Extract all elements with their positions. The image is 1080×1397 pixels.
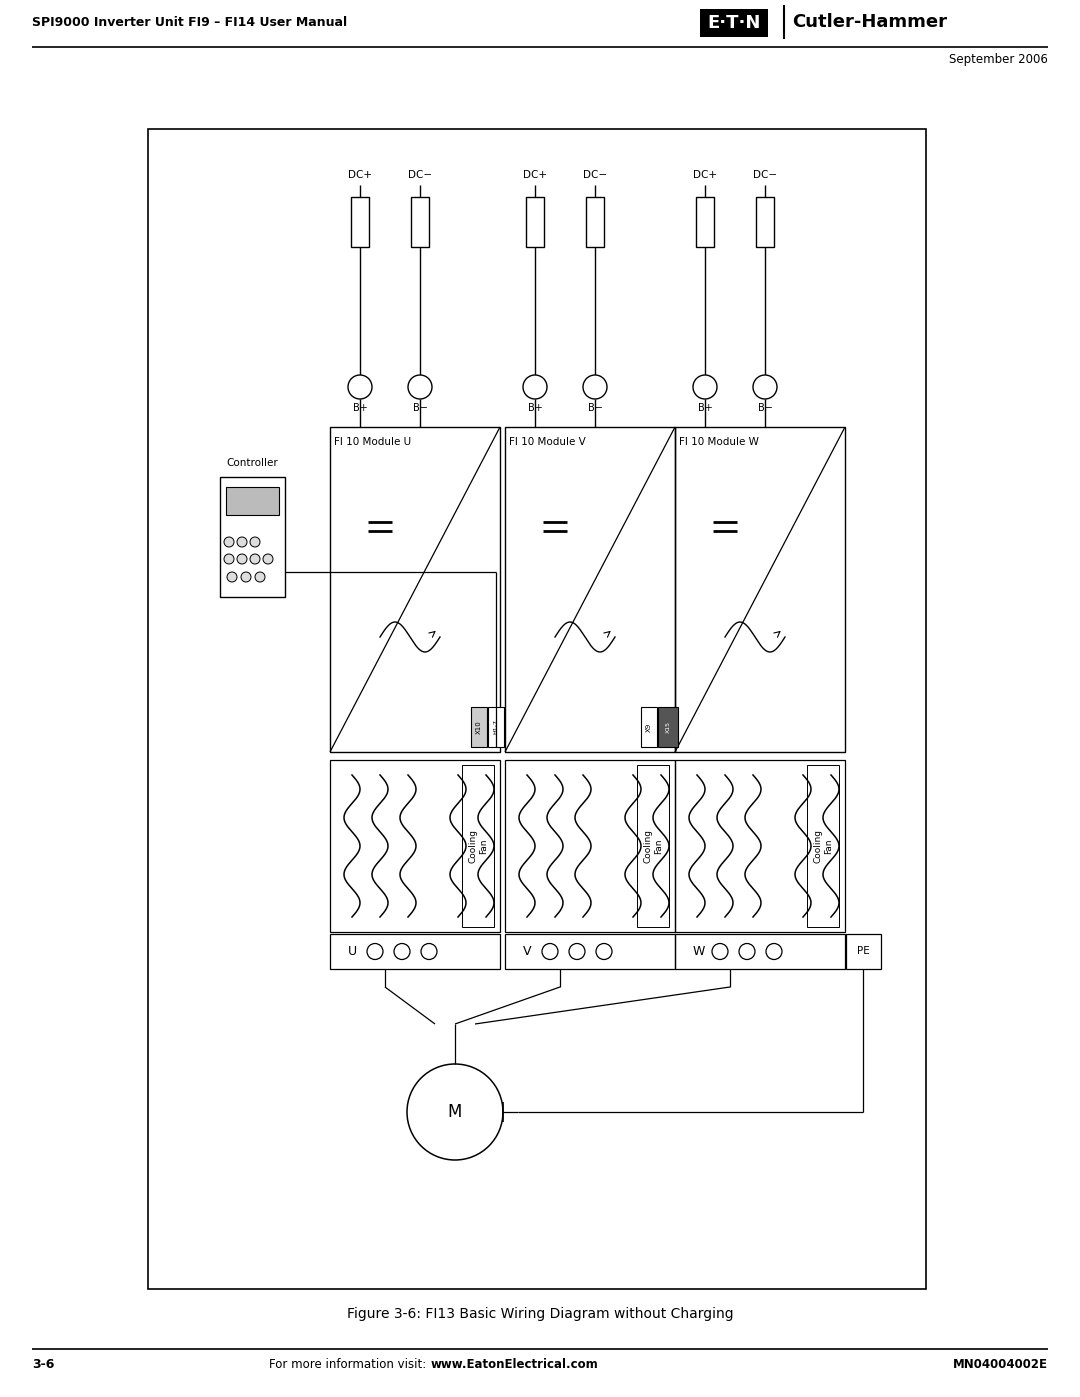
Text: M: M (448, 1104, 462, 1120)
Circle shape (255, 571, 265, 583)
Text: www.EatonElectrical.com: www.EatonElectrical.com (431, 1358, 598, 1372)
Bar (330, 760, 500, 932)
Bar (807, 766, 839, 928)
Text: Cooling
Fan: Cooling Fan (469, 828, 488, 863)
Bar (846, 935, 881, 970)
Circle shape (523, 374, 546, 400)
Text: B−: B− (757, 402, 772, 414)
Bar (505, 427, 675, 752)
Bar (700, 8, 768, 36)
Bar (330, 427, 500, 752)
Circle shape (407, 1065, 503, 1160)
Text: U: U (348, 944, 357, 958)
Bar (642, 707, 657, 747)
Text: Figure 3-6: FI13 Basic Wiring Diagram without Charging: Figure 3-6: FI13 Basic Wiring Diagram wi… (347, 1308, 733, 1322)
Bar (505, 935, 675, 970)
Text: B+: B+ (353, 402, 367, 414)
Circle shape (227, 571, 237, 583)
Bar (351, 197, 369, 247)
Circle shape (421, 943, 437, 960)
Circle shape (569, 943, 585, 960)
Circle shape (249, 536, 260, 548)
Text: X9: X9 (646, 722, 652, 732)
Text: B−: B− (413, 402, 428, 414)
Text: FI 10 Module V: FI 10 Module V (509, 437, 585, 447)
Bar (637, 766, 669, 928)
Bar (675, 760, 845, 932)
Text: H1-7: H1-7 (494, 719, 499, 735)
Circle shape (693, 374, 717, 400)
Bar (675, 935, 845, 970)
Circle shape (224, 536, 234, 548)
Text: PE: PE (856, 947, 869, 957)
Circle shape (766, 943, 782, 960)
Bar (505, 760, 675, 932)
Bar (756, 197, 774, 247)
Circle shape (583, 374, 607, 400)
Bar (488, 707, 504, 747)
Text: FI 10 Module W: FI 10 Module W (679, 437, 759, 447)
Bar (675, 427, 845, 752)
Text: DC+: DC+ (693, 170, 717, 180)
Circle shape (596, 943, 612, 960)
Text: B−: B− (588, 402, 603, 414)
Circle shape (542, 943, 558, 960)
Text: Cooling
Fan: Cooling Fan (644, 828, 663, 863)
Text: 3-6: 3-6 (32, 1358, 54, 1372)
Text: Cutler-Hammer: Cutler-Hammer (793, 13, 947, 31)
Text: DC+: DC+ (348, 170, 372, 180)
Circle shape (348, 374, 372, 400)
Text: E·T·N: E·T·N (707, 14, 760, 32)
Bar (330, 935, 500, 970)
Circle shape (241, 571, 251, 583)
Text: Controller: Controller (227, 458, 279, 468)
Bar (526, 197, 544, 247)
Text: DC+: DC+ (523, 170, 546, 180)
Text: V: V (523, 944, 531, 958)
Text: DC−: DC− (753, 170, 778, 180)
Bar (226, 488, 279, 515)
Bar (220, 476, 285, 597)
Text: DC−: DC− (408, 170, 432, 180)
Circle shape (367, 943, 383, 960)
Text: X15: X15 (665, 721, 671, 733)
Bar (696, 197, 714, 247)
Circle shape (394, 943, 410, 960)
Circle shape (753, 374, 777, 400)
Text: DC−: DC− (583, 170, 607, 180)
Bar (148, 129, 926, 1289)
Circle shape (264, 555, 273, 564)
Text: September 2006: September 2006 (949, 53, 1048, 66)
Circle shape (237, 536, 247, 548)
Bar (658, 707, 678, 747)
Bar (586, 197, 604, 247)
Text: MN04004002E: MN04004002E (953, 1358, 1048, 1372)
Text: Cooling
Fan: Cooling Fan (813, 828, 833, 863)
Text: FI 10 Module U: FI 10 Module U (334, 437, 411, 447)
Text: W: W (693, 944, 705, 958)
Circle shape (712, 943, 728, 960)
Bar (411, 197, 429, 247)
Text: SPI9000 Inverter Unit FI9 – FI14 User Manual: SPI9000 Inverter Unit FI9 – FI14 User Ma… (32, 15, 347, 28)
Text: B+: B+ (698, 402, 713, 414)
Text: X10: X10 (476, 719, 482, 733)
Circle shape (408, 374, 432, 400)
Circle shape (249, 555, 260, 564)
Bar (462, 766, 494, 928)
Circle shape (224, 555, 234, 564)
Bar (471, 707, 487, 747)
Circle shape (237, 555, 247, 564)
Circle shape (739, 943, 755, 960)
Text: B+: B+ (528, 402, 542, 414)
Text: For more information visit:: For more information visit: (269, 1358, 430, 1372)
